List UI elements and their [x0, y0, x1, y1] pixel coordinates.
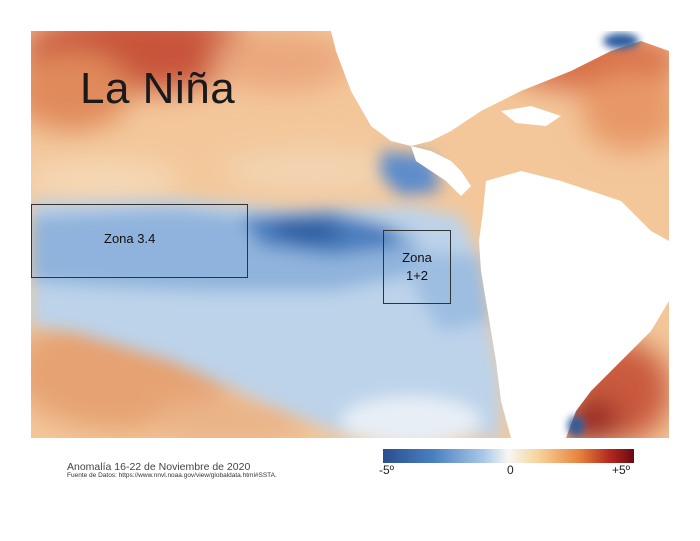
zona-1-2-label-line2: 1+2 [405, 268, 429, 283]
zona-3-4-label: Zona 3.4 [104, 231, 156, 246]
sst-anomaly-map [31, 31, 669, 438]
data-source: Fuente de Datos: https://www.nnvl.noaa.g… [67, 472, 277, 479]
zona-3-4-box [31, 204, 248, 278]
date-caption: Anomalía 16-22 de Noviembre de 2020 [67, 461, 251, 473]
colorbar [383, 449, 634, 463]
map-graphic [31, 31, 669, 438]
zona-1-2-box [383, 230, 451, 304]
zona-1-2-label: Zona 1+2 [390, 249, 444, 285]
colorbar-mid-label: 0 [507, 463, 514, 477]
colorbar-min-label: -5º [379, 463, 395, 477]
warm-anomaly-areas [31, 31, 669, 438]
colorbar-max-label: +5º [612, 463, 631, 477]
cold-anomaly-area [31, 151, 501, 438]
map-title: La Niña [80, 64, 236, 113]
land-masses [331, 31, 669, 438]
zona-1-2-label-line1: Zona [402, 250, 432, 265]
coastal-highlights [568, 33, 639, 436]
